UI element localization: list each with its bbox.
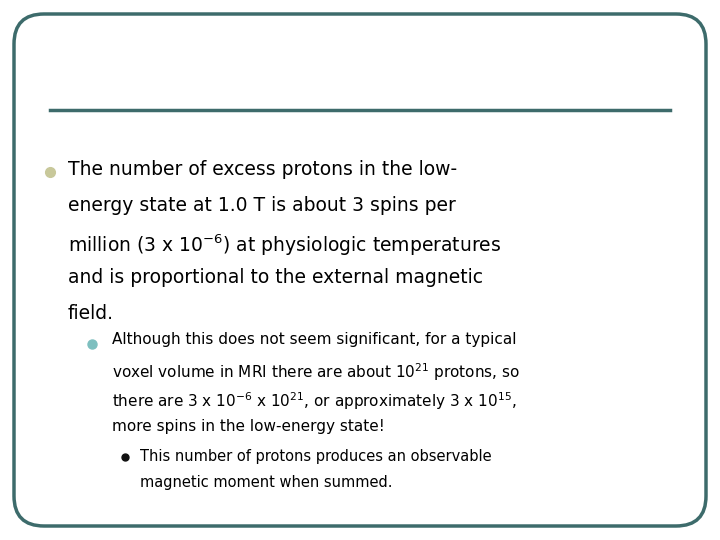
FancyBboxPatch shape — [14, 14, 706, 526]
Text: magnetic moment when summed.: magnetic moment when summed. — [140, 475, 392, 490]
Text: and is proportional to the external magnetic: and is proportional to the external magn… — [68, 268, 483, 287]
Text: more spins in the low-energy state!: more spins in the low-energy state! — [112, 419, 384, 434]
Text: Although this does not seem significant, for a typical: Although this does not seem significant,… — [112, 332, 516, 347]
Text: voxel volume in MRI there are about 10$^{21}$ protons, so: voxel volume in MRI there are about 10$^… — [112, 361, 520, 383]
Text: energy state at 1.0 T is about 3 spins per: energy state at 1.0 T is about 3 spins p… — [68, 196, 456, 215]
Text: This number of protons produces an observable: This number of protons produces an obser… — [140, 449, 492, 464]
Text: The number of excess protons in the low-: The number of excess protons in the low- — [68, 160, 457, 179]
Text: there are 3 x 10$^{-6}$ x 10$^{21}$, or approximately 3 x 10$^{15}$,: there are 3 x 10$^{-6}$ x 10$^{21}$, or … — [112, 390, 517, 411]
Text: field.: field. — [68, 304, 114, 323]
Text: million (3 x 10$^{-6}$) at physiologic temperatures: million (3 x 10$^{-6}$) at physiologic t… — [68, 232, 501, 258]
